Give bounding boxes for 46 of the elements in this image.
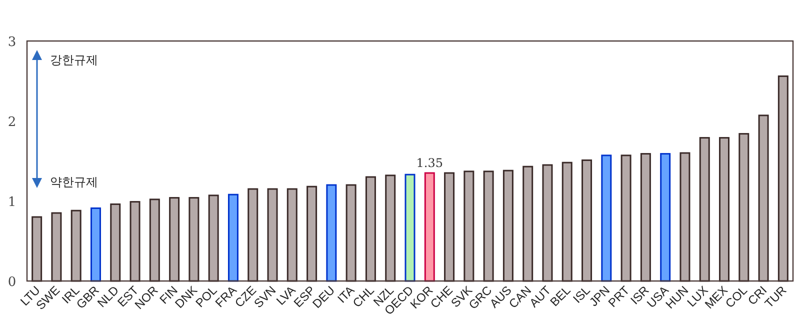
bar [110, 203, 121, 282]
bar [228, 194, 238, 282]
bar [267, 188, 278, 282]
bar [464, 170, 474, 282]
bar [738, 133, 750, 282]
bar [346, 184, 356, 282]
bar [680, 152, 690, 282]
bar [424, 172, 435, 282]
bar [640, 153, 651, 282]
bar [169, 197, 180, 282]
data-label: 1.35 [416, 156, 443, 170]
bar [444, 172, 455, 282]
bar [130, 201, 140, 282]
bar [699, 137, 710, 282]
bar [758, 114, 769, 282]
y-tick-label: 1 [8, 195, 16, 210]
bar [326, 184, 337, 282]
bar [90, 207, 101, 282]
annotation: 약한규제 [50, 175, 98, 189]
bar [306, 186, 318, 282]
bar [719, 137, 730, 282]
bar [149, 198, 160, 282]
y-tick-label: 2 [8, 115, 16, 130]
bar [188, 197, 200, 282]
y-tick-label: 0 [8, 275, 16, 290]
bar [365, 176, 376, 282]
bar [248, 188, 258, 282]
y-tick-label: 3 [8, 35, 16, 50]
bar [32, 216, 42, 282]
bar [522, 166, 534, 282]
bar [582, 159, 592, 282]
bar [404, 174, 416, 282]
bar [660, 153, 671, 282]
bar [502, 170, 514, 282]
bar [286, 188, 298, 282]
bar [208, 194, 219, 282]
annotation: 강한규제 [50, 53, 98, 67]
bar [620, 154, 632, 282]
bar [51, 212, 62, 282]
bar [542, 164, 553, 282]
bar [385, 174, 396, 282]
bar [70, 210, 82, 282]
bar [778, 75, 788, 282]
bar [601, 154, 612, 282]
bar [562, 162, 572, 282]
bar [483, 170, 494, 282]
